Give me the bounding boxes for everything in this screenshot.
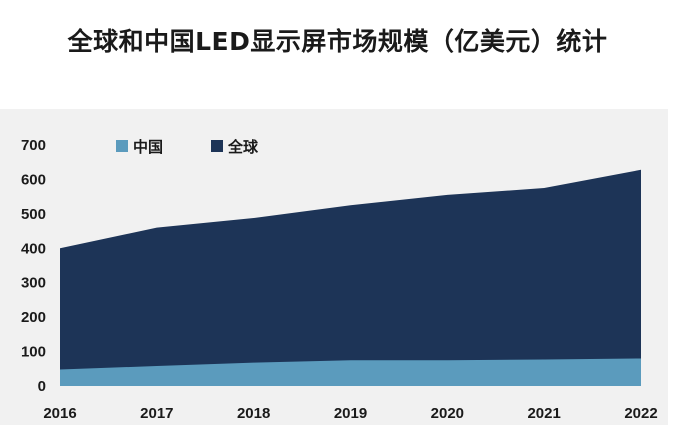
legend-swatch-global xyxy=(211,140,223,152)
x-tick-2022: 2022 xyxy=(624,405,657,422)
y-tick-700: 700 xyxy=(21,137,46,154)
y-tick-200: 200 xyxy=(21,309,46,326)
y-tick-0: 0 xyxy=(38,378,46,395)
y-tick-600: 600 xyxy=(21,171,46,188)
x-tick-2017: 2017 xyxy=(140,405,173,422)
x-tick-2018: 2018 xyxy=(237,405,270,422)
x-tick-2020: 2020 xyxy=(431,405,464,422)
y-tick-400: 400 xyxy=(21,240,46,257)
x-tick-2021: 2021 xyxy=(527,405,560,422)
x-tick-2019: 2019 xyxy=(334,405,367,422)
y-tick-500: 500 xyxy=(21,206,46,223)
x-tick-2016: 2016 xyxy=(43,405,76,422)
legend-label-global: 全球 xyxy=(227,138,259,156)
legend-swatch-china xyxy=(116,140,128,152)
y-tick-300: 300 xyxy=(21,275,46,292)
chart-title: 全球和中国LED显示屏市场规模（亿美元）统计 xyxy=(67,27,608,56)
area-china xyxy=(60,358,641,386)
y-tick-100: 100 xyxy=(21,344,46,361)
area-global xyxy=(60,169,641,386)
legend-label-china: 中国 xyxy=(133,138,163,156)
